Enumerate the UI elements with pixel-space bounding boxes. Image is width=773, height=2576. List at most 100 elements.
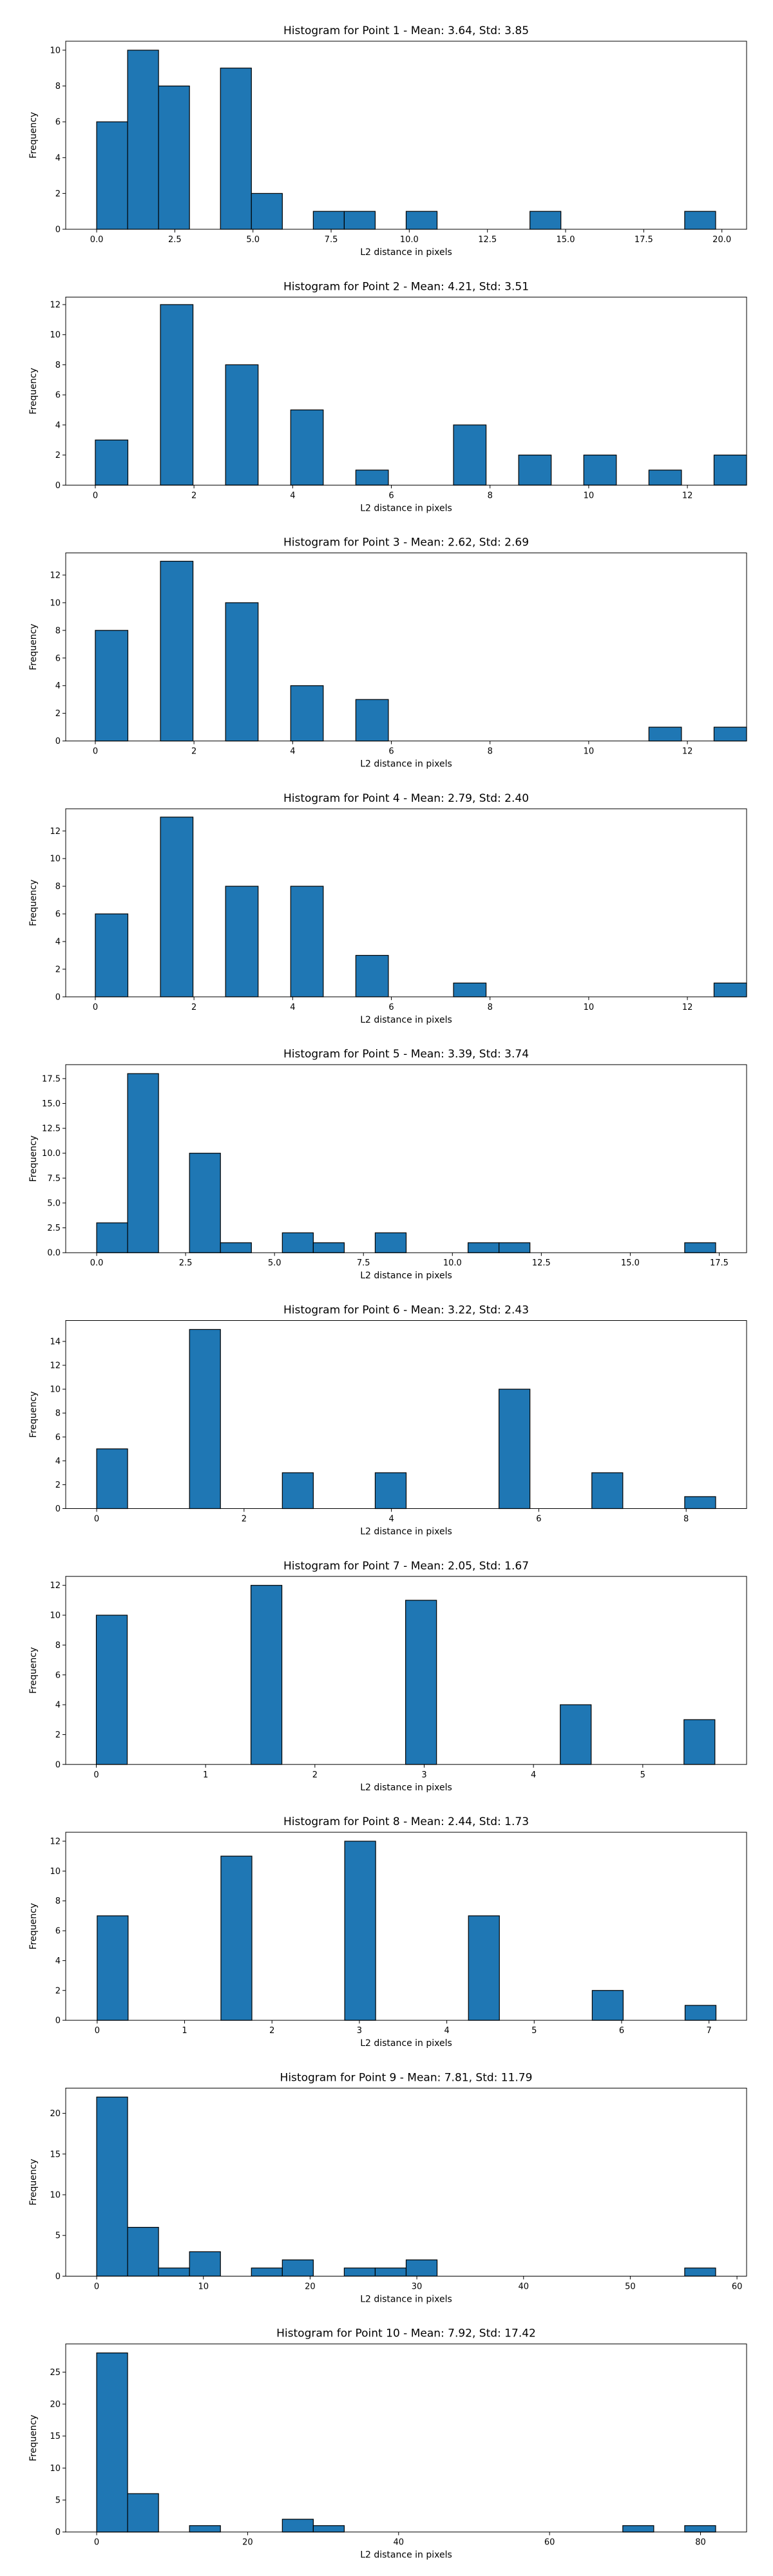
x-tick-label: 10: [198, 2282, 209, 2291]
histogram-bar: [158, 85, 190, 230]
histogram-bar: [344, 1841, 376, 2021]
x-tick-label: 10: [584, 747, 595, 757]
x-axis-label: L2 distance in pixels: [360, 1527, 452, 1537]
y-tick-label: 10: [50, 1385, 61, 1395]
histogram-bar: [282, 1232, 314, 1253]
y-tick-label: 4: [55, 1701, 61, 1710]
histogram-bar: [96, 121, 128, 230]
x-tick-label: 0: [95, 2026, 100, 2036]
y-tick-label: 2: [55, 709, 61, 719]
x-tick-label: 50: [625, 2282, 636, 2291]
x-tick-label: 5: [640, 1770, 645, 1780]
axes-frame: [65, 1320, 747, 1509]
y-axis-label: Frequency: [28, 112, 39, 158]
histogram-bar: [713, 454, 747, 486]
x-tick-label: 8: [683, 1515, 689, 1524]
x-tick-label: 0: [94, 2282, 99, 2291]
y-tick-label: 20: [50, 2400, 61, 2410]
y-tick-label: 2: [55, 451, 61, 460]
x-axis-label: L2 distance in pixels: [360, 1015, 452, 1025]
histogram-bar: [189, 2251, 221, 2277]
histogram-bar: [127, 1073, 159, 1253]
histogram-bar: [343, 2268, 376, 2277]
histogram-panel-5: Histogram for Point 5 - Mean: 3.39, Std:…: [28, 1048, 747, 1281]
x-tick-label: 0: [93, 747, 98, 757]
y-tick-label: 8: [55, 1641, 61, 1651]
x-tick-label: 40: [518, 2282, 529, 2291]
x-axis-label: L2 distance in pixels: [360, 247, 452, 258]
y-tick-label: 12: [50, 300, 61, 310]
axes-frame: [65, 1576, 747, 1765]
histogram-bar: [648, 726, 682, 742]
y-tick-label: 6: [55, 910, 61, 920]
y-tick-label: 0: [55, 1504, 61, 1514]
histogram-bar: [683, 1719, 716, 1765]
histogram-bar: [684, 211, 716, 230]
x-tick-label: 12.5: [532, 1258, 551, 1268]
y-tick-label: 10: [50, 855, 61, 864]
x-tick-label: 0: [93, 491, 98, 500]
histogram-bar: [518, 454, 552, 486]
y-tick-label: 0: [55, 737, 61, 746]
chart-title: Histogram for Point 5 - Mean: 3.39, Std:…: [283, 1048, 529, 1061]
y-axis-label: Frequency: [28, 623, 39, 670]
x-tick-label: 4: [290, 1003, 295, 1012]
histogram-bar: [374, 1472, 407, 1510]
histogram-bar: [96, 1222, 128, 1253]
y-tick-label: 2: [55, 1481, 61, 1490]
y-tick-label: 10: [50, 2190, 61, 2200]
x-tick-label: 1: [203, 1770, 208, 1780]
x-tick-label: 5.0: [246, 235, 260, 245]
histogram-bar: [453, 982, 487, 998]
histogram-bar: [160, 304, 194, 486]
histogram-bar: [160, 817, 194, 998]
y-axis-label: Frequency: [28, 1647, 39, 1694]
x-axis-label: L2 distance in pixels: [360, 503, 452, 513]
x-tick-label: 60: [544, 2538, 555, 2548]
y-tick-label: 0: [55, 2016, 61, 2026]
histogram-bar: [95, 1615, 128, 1765]
histogram-bar: [591, 1472, 624, 1510]
x-tick-label: 6: [388, 1003, 394, 1012]
histogram-bar: [97, 1915, 129, 2021]
x-tick-label: 2.5: [168, 235, 182, 245]
histogram-bar: [684, 1496, 716, 1510]
x-tick-label: 6: [388, 747, 394, 757]
y-axis-label: Frequency: [28, 2415, 39, 2461]
y-tick-label: 2: [55, 1986, 61, 1996]
x-tick-label: 5: [531, 2026, 537, 2036]
y-axis-label: Frequency: [28, 2159, 39, 2205]
x-tick-label: 4: [290, 491, 295, 500]
x-tick-label: 6: [388, 491, 394, 500]
y-tick-label: 0.0: [47, 1249, 61, 1258]
x-tick-label: 3: [357, 2026, 362, 2036]
chart-title: Histogram for Point 2 - Mean: 4.21, Std:…: [283, 280, 529, 293]
x-tick-label: 7.5: [325, 235, 338, 245]
histogram-bar: [282, 2519, 314, 2533]
x-tick-label: 2: [191, 1003, 196, 1012]
x-tick-label: 10: [584, 491, 595, 500]
histogram-bar: [95, 439, 129, 486]
x-tick-label: 2: [269, 2026, 274, 2036]
y-tick-label: 4: [55, 938, 61, 947]
y-tick-label: 2: [55, 189, 61, 199]
y-tick-label: 4: [55, 1956, 61, 1966]
x-tick-label: 2: [191, 491, 196, 500]
chart-title: Histogram for Point 9 - Mean: 7.81, Std:…: [280, 2071, 533, 2084]
histogram-bar: [282, 2259, 314, 2277]
histogram-bar: [343, 211, 376, 230]
histogram-bar: [591, 1990, 624, 2021]
y-tick-label: 6: [55, 1927, 61, 1937]
histogram-bar: [225, 602, 259, 742]
x-axis-label: L2 distance in pixels: [360, 2038, 452, 2049]
histogram-bar: [467, 1242, 500, 1253]
y-tick-label: 15: [50, 2432, 61, 2441]
histogram-panel-3: Histogram for Point 3 - Mean: 2.62, Std:…: [28, 536, 747, 770]
y-tick-label: 6: [55, 391, 61, 401]
y-tick-label: 2: [55, 1730, 61, 1740]
x-tick-label: 0: [93, 1003, 98, 1012]
histogram-bar: [95, 630, 129, 742]
x-tick-label: 80: [695, 2538, 706, 2548]
y-tick-label: 0: [55, 2528, 61, 2537]
x-axis-label: L2 distance in pixels: [360, 2294, 452, 2304]
